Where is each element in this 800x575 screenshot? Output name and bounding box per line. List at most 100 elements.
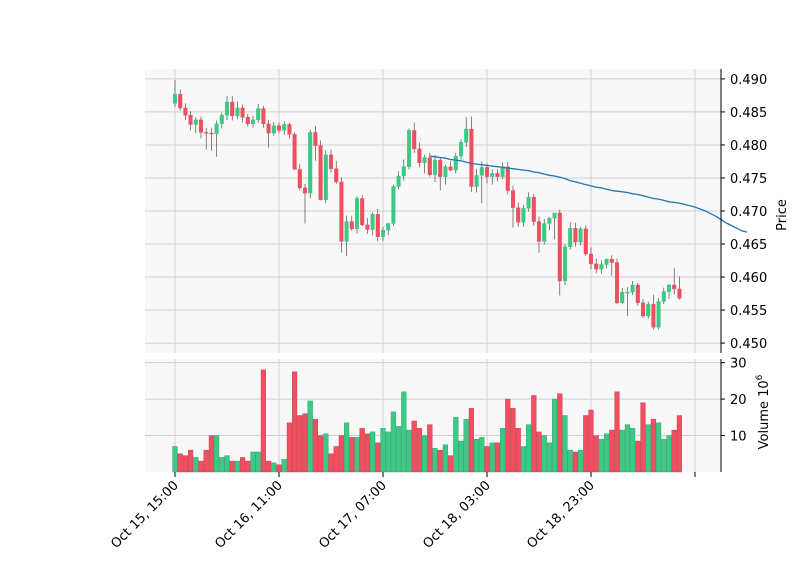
candle-body xyxy=(172,93,178,104)
candle-body xyxy=(214,123,219,134)
volume-bar xyxy=(250,451,256,473)
volume-bar xyxy=(271,462,277,473)
candle-body xyxy=(339,181,344,242)
volume-bar xyxy=(500,428,506,473)
candle-body xyxy=(557,212,562,282)
volume-bar xyxy=(546,442,552,473)
candle-body xyxy=(516,207,521,223)
volume-bar xyxy=(505,398,511,473)
volume-bar xyxy=(359,428,365,473)
volume-bar xyxy=(432,448,438,473)
grid-lines xyxy=(145,69,721,472)
candle-body xyxy=(583,228,588,255)
candle-body xyxy=(448,166,453,171)
volume-bar xyxy=(380,428,386,473)
volume-bar xyxy=(177,453,183,473)
volume-bar xyxy=(661,438,667,473)
candle-body xyxy=(380,229,386,237)
candle-body xyxy=(178,93,183,109)
price-tick-label: 0.475 xyxy=(730,172,767,187)
candle-body xyxy=(375,214,380,237)
volume-bar xyxy=(583,415,589,473)
volume-bar xyxy=(645,424,651,473)
x-axis-ticks: Oct 15, 15:00 Oct 16, 11:00 Oct 17, 07:00 O… xyxy=(108,472,696,552)
candle-body xyxy=(386,223,391,231)
candle-body xyxy=(318,145,323,200)
candle-body xyxy=(552,212,557,219)
volume-bar xyxy=(224,455,230,473)
candle-body xyxy=(599,264,604,270)
volume-bar xyxy=(531,395,537,473)
candle-body xyxy=(640,302,646,317)
volume-bar xyxy=(578,449,584,473)
volume-axis-label: Volume 106 xyxy=(755,374,772,449)
volume-bar xyxy=(614,391,620,473)
price-axis-ticks: 0.490 0.485 0.480 0.475 0.470 0.465 0.460 0.455… xyxy=(721,73,767,352)
candle-body xyxy=(568,227,573,247)
volume-bar xyxy=(484,446,490,473)
volume-bar xyxy=(182,455,188,473)
price-tick-label: 0.460 xyxy=(730,271,767,286)
volume-bar xyxy=(572,451,578,473)
volume-bar xyxy=(312,418,318,473)
volume-bar xyxy=(593,435,599,473)
volume-bar xyxy=(385,431,391,473)
candle-body xyxy=(484,167,490,177)
volume-bar xyxy=(193,457,199,473)
candle-body xyxy=(276,125,282,131)
volume-bar xyxy=(598,438,604,473)
volume-bar xyxy=(214,435,220,473)
volume-bar xyxy=(442,444,448,473)
volume-bar xyxy=(541,435,547,473)
price-tick-label: 0.455 xyxy=(730,304,767,319)
candle-body xyxy=(490,173,495,177)
price-tick-label: 0.490 xyxy=(730,73,767,88)
volume-bar xyxy=(562,415,568,473)
x-tick-label: Oct 15, 15:00 xyxy=(108,478,181,551)
volume-bar xyxy=(624,424,630,473)
candle-body xyxy=(349,221,354,230)
candle-body xyxy=(250,119,256,125)
volume-bar xyxy=(281,459,287,473)
volume-bar xyxy=(448,455,454,473)
candle-body xyxy=(183,107,188,116)
candle-body xyxy=(594,263,599,270)
volume-tick-label: 10 xyxy=(730,430,747,445)
candle-body xyxy=(297,169,302,189)
candle-body xyxy=(219,115,224,125)
price-tick-label: 0.465 xyxy=(730,238,767,253)
candle-body xyxy=(495,173,500,177)
volume-bar xyxy=(354,437,360,473)
volume-bar xyxy=(510,408,516,473)
volume-bar xyxy=(650,418,656,473)
volume-bar xyxy=(494,442,500,473)
candle-body xyxy=(198,119,204,133)
candle-body xyxy=(287,124,292,135)
price-tick-label: 0.485 xyxy=(730,106,767,121)
volume-axis-ticks: 30 20 10 xyxy=(721,357,747,445)
candle-body xyxy=(302,187,308,194)
candle-body xyxy=(417,148,422,163)
volume-bar xyxy=(474,438,480,473)
volume-bar xyxy=(635,440,641,473)
candle-body xyxy=(391,186,396,224)
volume-bar xyxy=(437,449,443,473)
volume-bar xyxy=(260,369,266,473)
volume-bar xyxy=(198,460,204,473)
price-tick-label: 0.470 xyxy=(730,205,767,220)
candle-body xyxy=(354,198,360,230)
volume-bar xyxy=(375,442,381,473)
volume-bar xyxy=(453,417,459,473)
candle-body xyxy=(547,218,552,224)
candle-body xyxy=(479,167,484,176)
price-axis-label: Price xyxy=(775,199,790,231)
volume-bar xyxy=(307,400,313,473)
candle-body xyxy=(677,288,682,299)
volume-bar xyxy=(276,464,282,473)
volume-bar xyxy=(364,433,370,473)
candle-body xyxy=(469,128,474,187)
candle-body xyxy=(308,132,313,194)
volume-bars xyxy=(172,369,682,473)
candle-body xyxy=(443,166,448,177)
candle-body xyxy=(510,190,516,208)
